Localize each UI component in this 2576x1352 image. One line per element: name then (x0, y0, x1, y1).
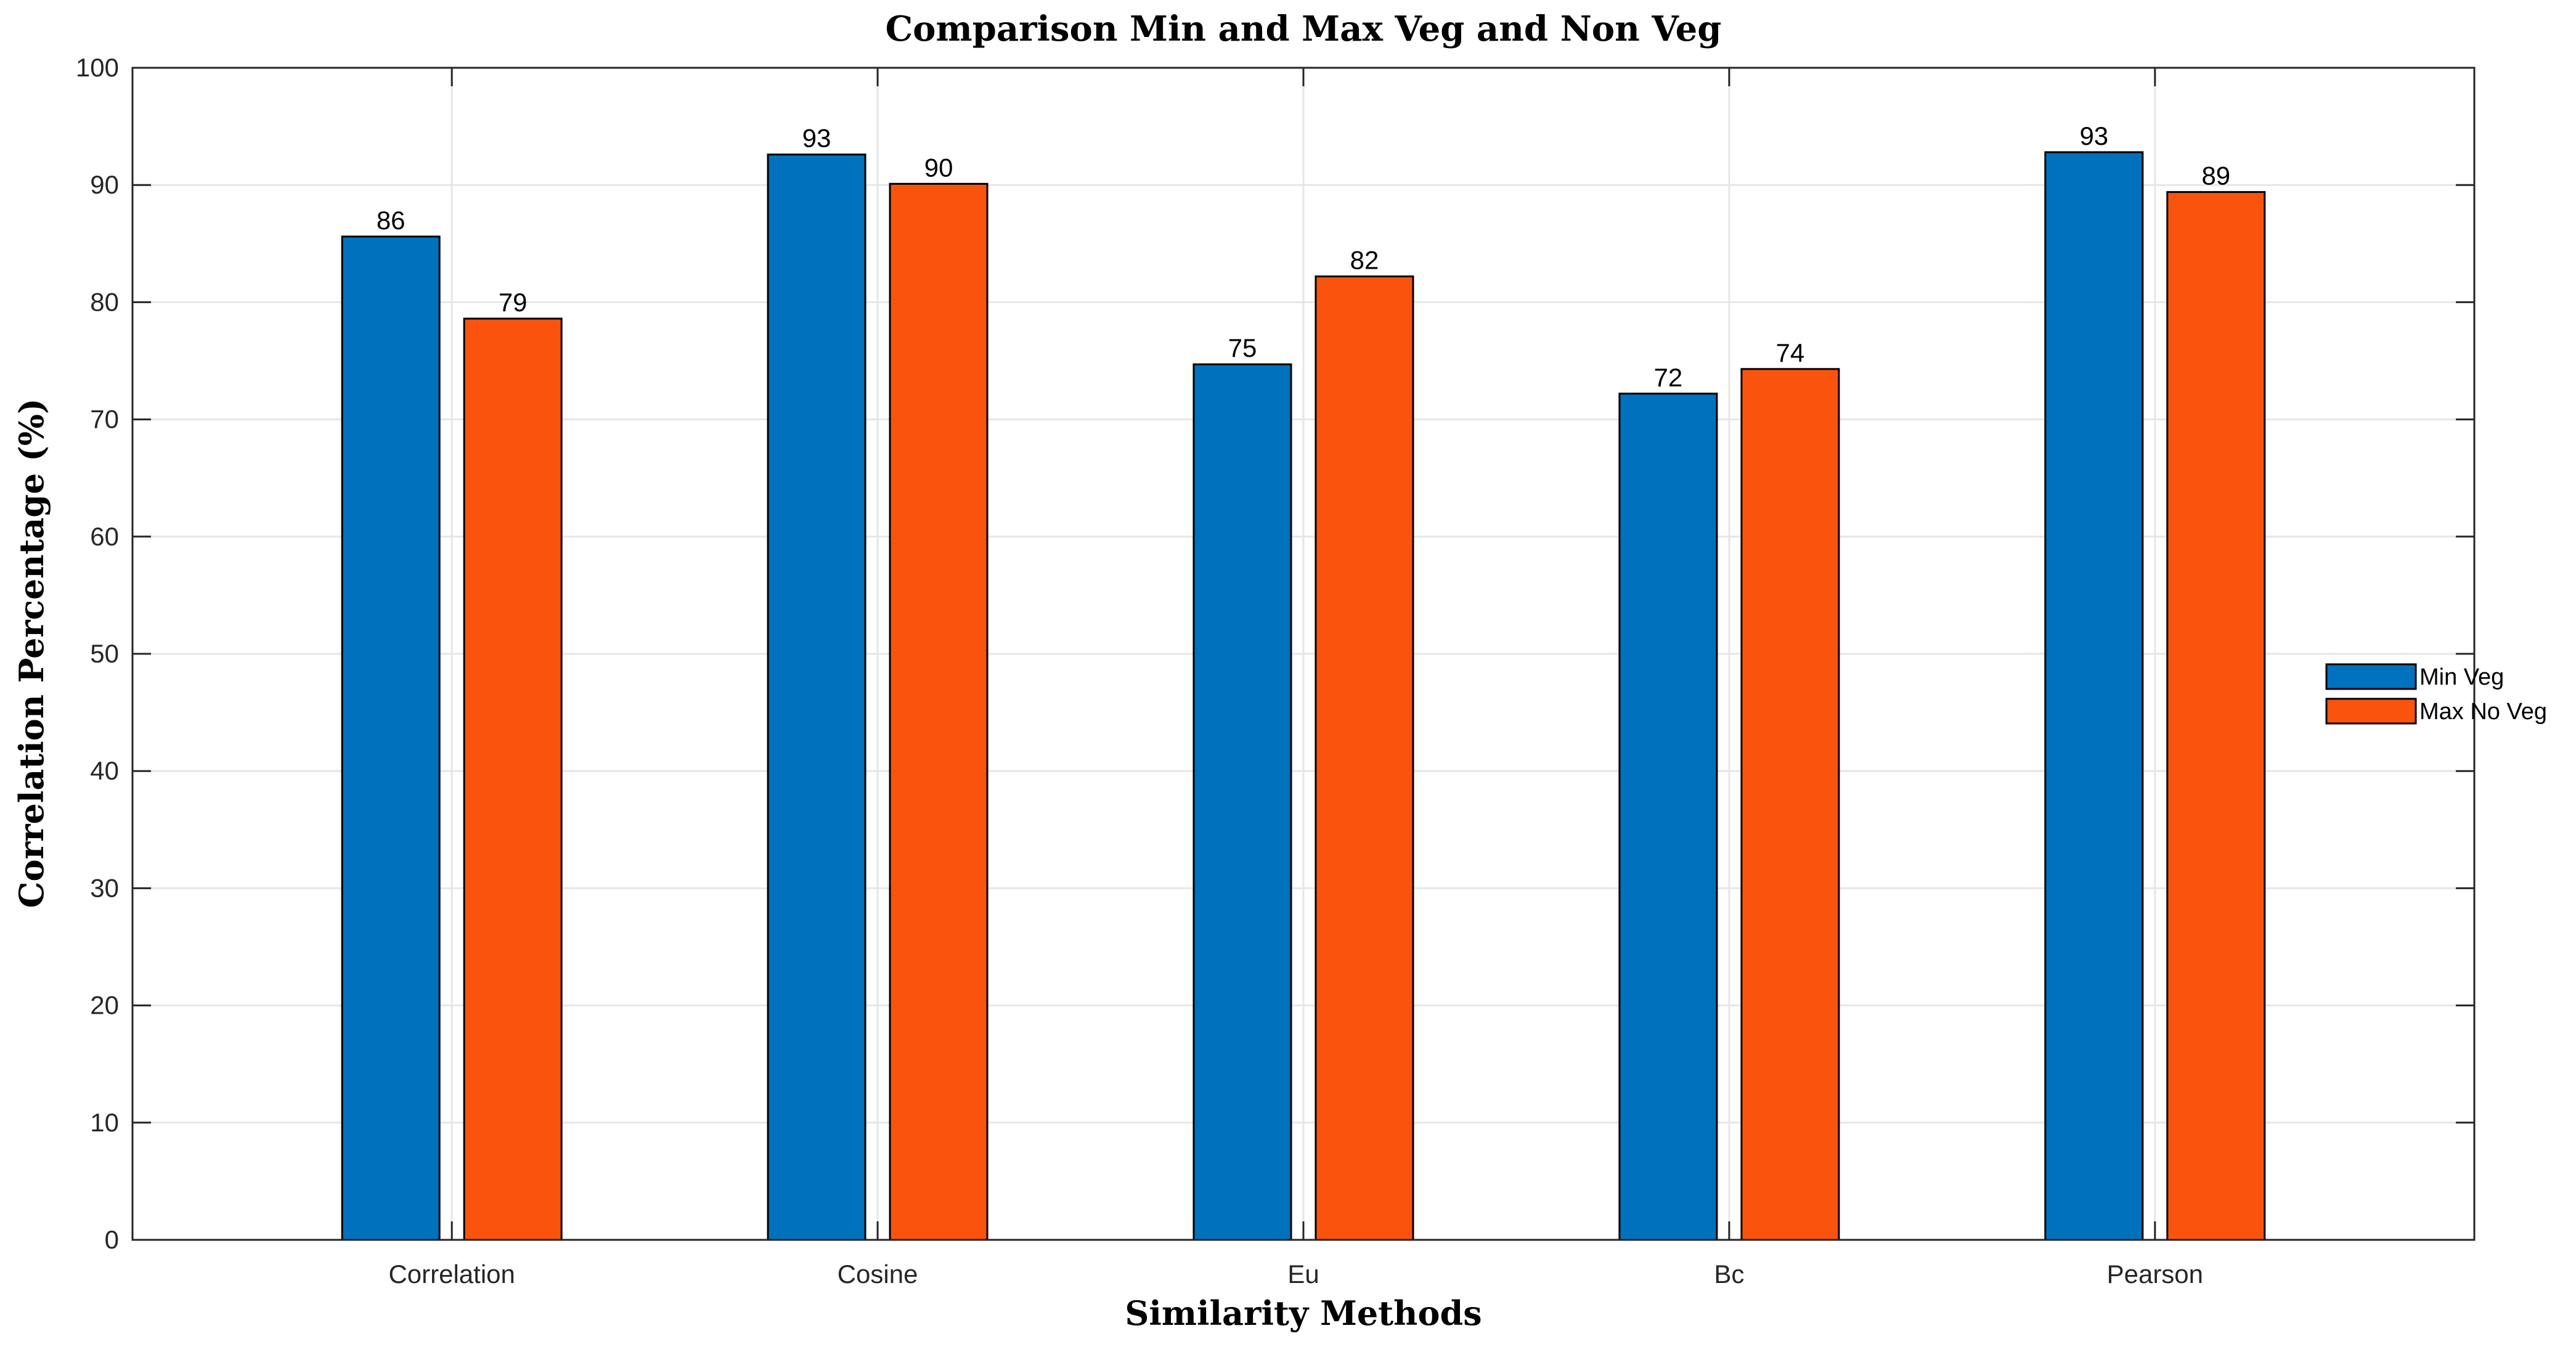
bar-min-veg (1618, 393, 1718, 1241)
bar-max-no-veg (889, 182, 988, 1241)
bar-max-no-veg (1740, 368, 1840, 1241)
y-tick-label: 70 (90, 405, 119, 434)
bar-max-no-veg (2166, 191, 2266, 1241)
bar-value-label: 75 (1228, 333, 1257, 362)
y-tick-label: 10 (90, 1108, 119, 1137)
bar-min-veg (341, 235, 441, 1241)
bar-min-veg (1192, 363, 1292, 1241)
legend-swatch (2325, 698, 2417, 725)
bar-value-label: 79 (499, 288, 528, 317)
bar-value-label: 74 (1776, 338, 1805, 367)
bar-value-label: 89 (2201, 161, 2230, 190)
y-tick-label: 40 (90, 756, 119, 785)
y-tick-label: 80 (90, 287, 119, 316)
bar-value-label: 82 (1350, 246, 1379, 275)
y-tick-label: 30 (90, 873, 119, 902)
chart-title: Comparison Min and Max Veg and Non Veg (886, 9, 1722, 49)
x-tick-label: Cosine (838, 1260, 918, 1289)
value-labels: 86 93 75 72 93 79 90 82 74 89 (377, 121, 2230, 392)
legend: Min Veg Max No Veg (2325, 663, 2547, 725)
bar-min-veg (2044, 151, 2144, 1241)
bar-max-no-veg (1314, 275, 1414, 1241)
bar-value-label: 86 (377, 206, 406, 235)
legend-label: Min Veg (2419, 664, 2504, 690)
x-tick-label: Correlation (388, 1260, 515, 1289)
x-tick-label: Pearson (2107, 1260, 2203, 1289)
y-tick-label: 20 (90, 991, 119, 1020)
bar-value-label: 90 (924, 153, 953, 182)
bar-max-no-veg (463, 317, 563, 1241)
y-tick-label: 90 (90, 170, 119, 199)
axis-ticks: 0 10 20 30 40 50 60 70 80 90 100 Correlation Cosine E… (76, 53, 2474, 1289)
y-axis-label: Correlation Percentage (%) (12, 398, 51, 908)
y-tick-label: 0 (105, 1225, 119, 1254)
bar-value-label: 72 (1654, 363, 1683, 392)
legend-label: Max No Veg (2419, 699, 2547, 725)
x-axis-label: Similarity Methods (1125, 1293, 1482, 1333)
bar-value-label: 93 (2079, 121, 2108, 150)
bar-min-veg (767, 153, 866, 1241)
y-tick-label: 50 (90, 639, 119, 668)
bar-value-label: 93 (802, 124, 831, 153)
y-tick-label: 60 (90, 522, 119, 551)
y-tick-label: 100 (76, 53, 119, 82)
bars (341, 151, 2266, 1241)
x-tick-label: Eu (1287, 1260, 1319, 1289)
x-tick-label: Bc (1714, 1260, 1744, 1289)
legend-swatch (2325, 663, 2417, 690)
